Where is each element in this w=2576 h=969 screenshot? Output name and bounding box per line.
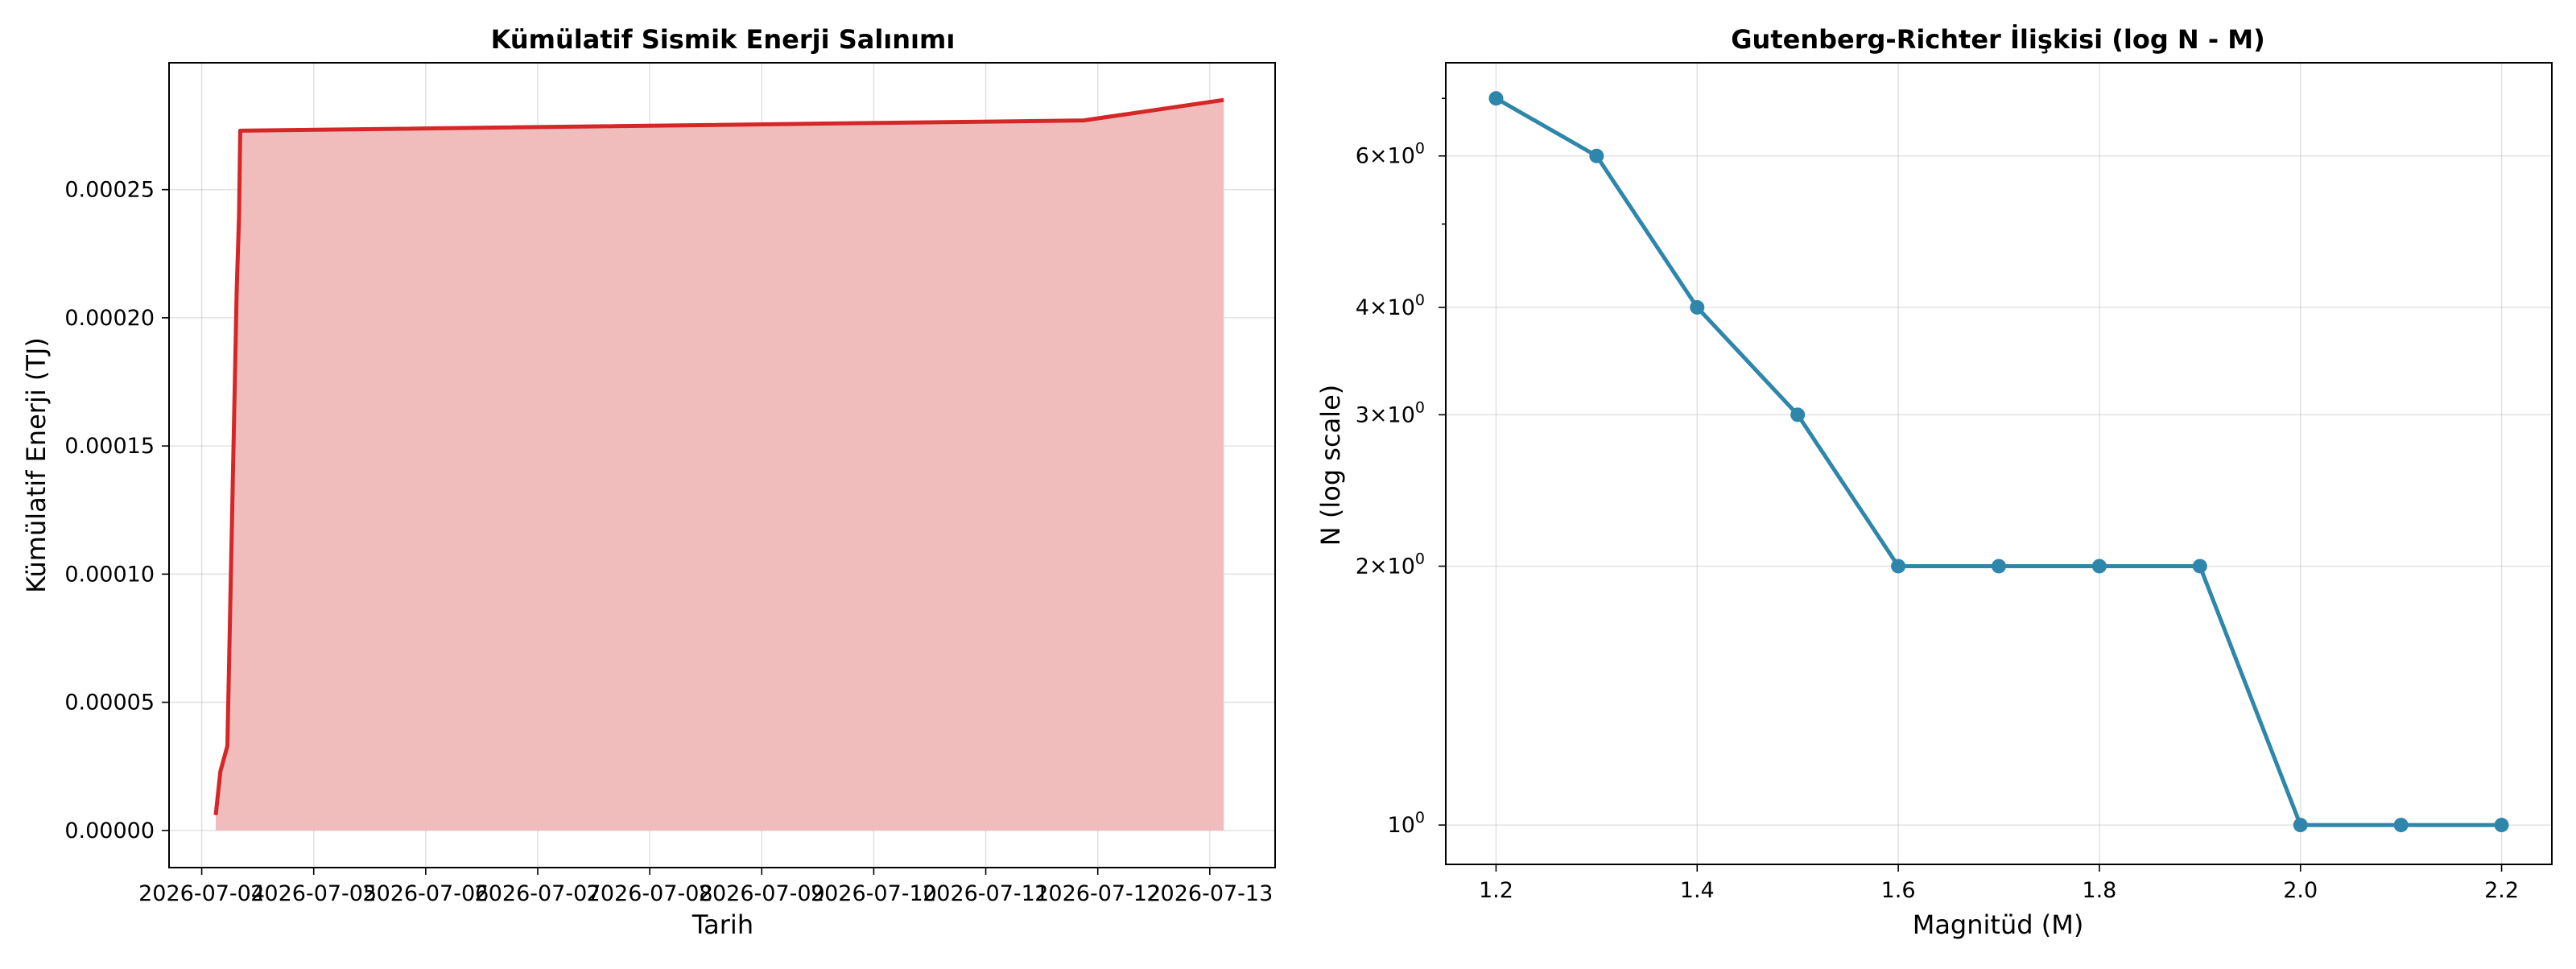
x-tick-label: 2026-07-05	[250, 881, 377, 906]
x-tick-label: 1.4	[1680, 878, 1715, 903]
gr-data-point	[1589, 148, 1604, 163]
x-tick-label: 2.2	[2484, 878, 2519, 903]
x-tick-label: 1.8	[2082, 878, 2116, 903]
gutenberg-richter-chart: Gutenberg-Richter İlişkisi (log N - M) M…	[1315, 24, 2553, 940]
energy-line	[213, 97, 1224, 815]
gr-chart-xlabel: Magnitüd (M)	[1913, 909, 2084, 940]
gr-data-point	[1790, 407, 1806, 423]
x-tick-label: 1.6	[1881, 878, 1916, 903]
x-tick-label: 2026-07-08	[587, 881, 713, 906]
energy-chart-title: Kümülatif Sismik Enerji Salınımı	[491, 24, 956, 55]
y-tick-label: 0.00000	[64, 818, 155, 843]
gr-data-point	[2293, 818, 2308, 833]
gr-chart-series	[1488, 91, 2509, 833]
y-tick-label: 3×100	[1356, 398, 1425, 427]
y-tick-label: 0.00005	[64, 691, 155, 715]
x-tick-label: 1.2	[1479, 878, 1513, 903]
energy-area-fill	[215, 100, 1224, 831]
gr-data-point	[2192, 559, 2207, 574]
y-tick-label: 0.00015	[64, 434, 155, 459]
gr-chart-title: Gutenberg-Richter İlişkisi (log N - M)	[1731, 24, 2264, 55]
energy-chart-ylabel: Kümülatif Enerji (TJ)	[21, 337, 52, 593]
gr-data-point	[2091, 559, 2107, 574]
y-tick-label: 4×100	[1356, 291, 1425, 320]
gr-data-point	[2494, 818, 2509, 833]
gr-data-point	[1488, 91, 1504, 106]
x-tick-label: 2026-07-07	[475, 881, 601, 906]
x-tick-label: 2026-07-12	[1034, 881, 1161, 906]
y-tick-label: 2×100	[1356, 550, 1425, 579]
x-tick-label: 2026-07-13	[1146, 881, 1273, 906]
energy-chart-series	[213, 97, 1224, 831]
energy-chart: Kümülatif Sismik Enerji Salınımı Tarih K…	[21, 24, 1276, 940]
x-tick-label: 2026-07-09	[699, 881, 825, 906]
y-tick-label: 100	[1388, 809, 1425, 838]
gr-chart-frame	[1445, 62, 2553, 865]
gr-chart-grid	[1446, 63, 2552, 864]
gr-chart-ticks: 1.2 1.4 1.6 1.8 2.0 2.2 100 2×100 3×100 4×100 6×10…	[1356, 97, 2519, 903]
x-tick-label: 2026-07-10	[811, 881, 937, 906]
energy-chart-frame	[168, 62, 1276, 868]
x-tick-label: 2026-07-04	[138, 881, 265, 906]
gr-chart-ylabel: N (log scale)	[1315, 385, 1346, 546]
energy-chart-ticks: 2026-07-042026-07-052026-07-062026-07-07…	[64, 178, 1273, 906]
x-tick-label: 2026-07-06	[362, 881, 489, 906]
y-tick-label: 0.00025	[64, 178, 155, 203]
energy-chart-xlabel: Tarih	[691, 909, 753, 940]
gr-data-point	[1891, 559, 1906, 574]
y-tick-label: 6×100	[1356, 140, 1425, 169]
gr-data-point	[1992, 559, 2006, 574]
gr-line	[1495, 97, 2502, 827]
y-tick-label: 0.00010	[64, 562, 155, 587]
y-tick-label: 0.00020	[64, 306, 155, 331]
x-tick-label: 2.0	[2283, 878, 2318, 903]
x-tick-label: 2026-07-11	[923, 881, 1049, 906]
gr-data-point	[1690, 299, 1705, 315]
gr-data-point	[2393, 818, 2409, 833]
